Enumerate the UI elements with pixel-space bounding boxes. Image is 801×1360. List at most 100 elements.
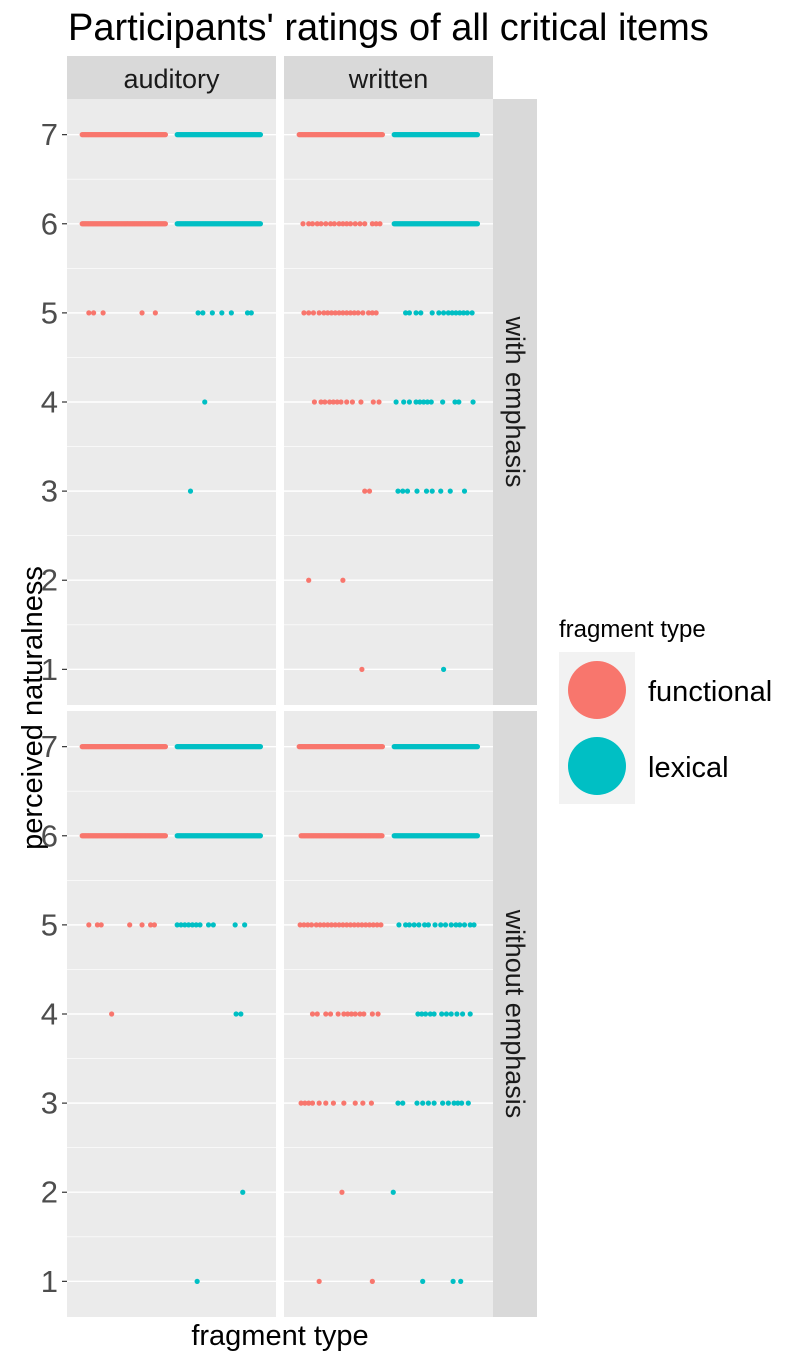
data-point-lexical [439,1011,445,1017]
data-point-functional [301,310,307,316]
data-point-lexical [406,310,412,316]
data-point-lexical [420,1100,426,1106]
data-point-lexical [248,310,254,316]
data-point-lexical [428,399,434,405]
data-point-lexical [417,399,423,405]
chart-title: Participants' ratings of all critical it… [68,7,709,49]
data-point-lexical [202,399,208,405]
data-point-functional [327,221,334,227]
data-point-lexical [233,1011,239,1017]
data-point-functional [314,1011,320,1017]
data-point-functional [318,399,324,405]
data-point-lexical [441,666,447,672]
facet-panels: auditory written with emphasis without emph… [41,56,537,1317]
y-tick-label: 5 [41,295,58,330]
data-point-functional [162,132,169,138]
legend-label-lexical: lexical [648,752,729,784]
data-point-lexical [400,1100,406,1106]
data-point-lexical [467,1011,473,1017]
data-point-functional [100,310,106,316]
data-point-lexical [244,310,251,316]
data-point-lexical [200,310,206,316]
legend-key-lexical [568,737,626,795]
data-point-lexical [440,1100,446,1106]
data-point-functional [308,922,315,928]
data-point-functional [332,310,338,316]
data-point-lexical [425,1100,431,1106]
data-point-lexical [182,922,188,928]
data-point-functional [355,922,361,928]
data-point-functional [375,1011,381,1017]
data-point-lexical [454,1011,460,1017]
data-point-functional [369,310,375,316]
data-point-lexical [442,922,449,928]
data-point-lexical [467,922,473,928]
data-point-lexical [453,922,459,928]
y-tick-label: 6 [41,818,58,853]
data-point-functional [306,1100,312,1106]
data-point-lexical [242,922,248,928]
data-point-functional [340,221,346,227]
data-point-functional [301,922,307,928]
data-point-functional [344,221,350,227]
data-point-functional [162,833,169,839]
data-point-functional [323,1100,329,1106]
data-point-functional [336,310,342,316]
data-point-functional [373,221,379,227]
data-point-lexical [197,922,203,928]
data-point-functional [341,1100,347,1106]
data-point-functional [344,310,350,316]
data-point-functional [352,1011,358,1017]
data-point-functional [366,922,373,928]
data-point-functional [347,310,354,316]
data-point-functional [340,922,346,928]
data-point-functional [369,1011,375,1017]
data-point-functional [357,221,363,227]
data-point-lexical [431,1100,437,1106]
data-point-functional [340,310,346,316]
data-point-lexical [189,922,195,928]
panel-written-with-emphasis [284,99,493,705]
data-point-lexical [461,488,468,494]
data-point-functional [317,922,323,928]
y-tick-label: 6 [41,206,58,241]
data-point-lexical [460,310,467,316]
data-point-lexical [416,922,422,928]
data-point-functional [328,922,335,928]
data-point-lexical [390,1189,396,1195]
data-point-functional [327,1011,334,1017]
y-tick-label: 5 [41,907,58,942]
data-point-functional [359,922,365,928]
data-point-functional [298,1100,304,1106]
data-point-functional [369,1278,375,1284]
data-point-functional [379,132,386,138]
data-point-functional [127,922,133,928]
data-point-lexical [429,310,435,316]
data-point-lexical [404,488,411,494]
y-tick-label: 4 [41,385,58,420]
data-point-functional [313,922,319,928]
data-point-functional [373,310,379,316]
data-point-lexical [257,132,264,138]
data-point-functional [344,922,350,928]
data-point-functional [355,310,361,316]
data-point-lexical [451,1100,457,1106]
data-point-functional [109,1011,115,1017]
data-point-lexical [414,1100,420,1106]
data-point-lexical [427,1011,433,1017]
data-point-functional [98,922,104,928]
data-point-lexical [425,922,431,928]
data-point-functional [300,221,306,227]
data-point-lexical [461,922,468,928]
data-point-lexical [186,922,192,928]
data-point-functional [330,1100,336,1106]
data-point-functional [341,1011,347,1017]
data-point-functional [362,488,368,494]
data-point-functional [309,1011,316,1017]
data-point-functional [334,399,340,405]
data-point-functional [328,310,335,316]
data-point-functional [361,1011,367,1017]
data-point-functional [151,922,157,928]
data-point-functional [347,922,354,928]
data-point-lexical [411,922,417,928]
